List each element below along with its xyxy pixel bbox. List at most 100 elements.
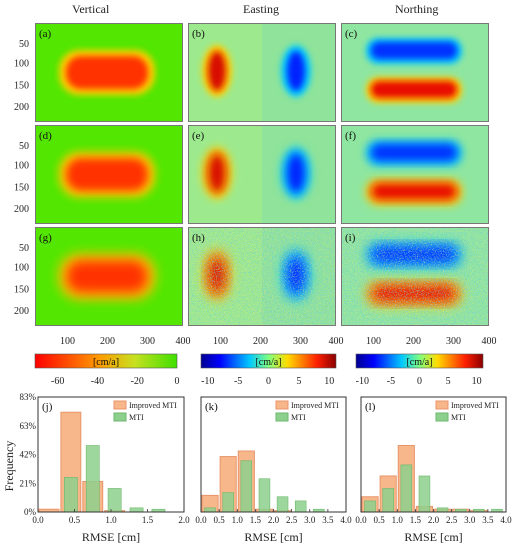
bar-mti bbox=[85, 445, 100, 513]
histogram-panel: 0.0 0.5 1.0 1.5 2.0 0% 21% 42% 63% 83% (j) Improved… bbox=[20, 392, 191, 544]
south-motion-lobe bbox=[371, 81, 457, 98]
x-tick-label: 200 bbox=[406, 336, 421, 347]
hist-x-tick: 2.5 bbox=[286, 515, 298, 525]
panel-label: (e) bbox=[192, 130, 205, 142]
map-panel: (c) bbox=[341, 23, 489, 122]
hist-x-tick: 0.5 bbox=[214, 515, 226, 525]
bar-mti bbox=[204, 507, 216, 513]
y-axis-label-frequency: Frequency bbox=[2, 441, 16, 492]
y-tick-label: 50 bbox=[19, 243, 29, 254]
colorbar-tick: -10 bbox=[356, 376, 369, 387]
map-panel: (b) bbox=[188, 23, 336, 122]
east-motion-lobe bbox=[287, 51, 305, 91]
hist-x-tick: 0.5 bbox=[374, 515, 386, 525]
hist-x-tick: 4.0 bbox=[500, 515, 512, 525]
colorbar-tick: -60 bbox=[51, 376, 64, 387]
legend-label: MTI bbox=[129, 413, 144, 422]
panel-label: (c) bbox=[345, 28, 358, 40]
hist-x-tick: 2.5 bbox=[446, 515, 458, 525]
map-panel: (h) bbox=[188, 227, 336, 326]
y-tick-label: 150 bbox=[14, 284, 29, 295]
map-panel: (g) bbox=[35, 227, 183, 326]
x-axis-label: RMSE [cm] bbox=[244, 530, 302, 544]
colorbar-tick: 5 bbox=[446, 376, 451, 387]
y-tick-label: 150 bbox=[14, 80, 29, 91]
hist-y-tick: 83% bbox=[20, 392, 37, 402]
legend-swatch-improved-mti bbox=[275, 400, 289, 410]
east-motion-lobe bbox=[287, 153, 305, 193]
x-tick-label: 300 bbox=[446, 336, 461, 347]
hist-x-tick: 0.0 bbox=[32, 515, 44, 525]
panel-label: (b) bbox=[192, 28, 205, 40]
west-motion-lobe bbox=[208, 153, 226, 193]
y-tick-label: 100 bbox=[14, 161, 29, 172]
bar-mti bbox=[240, 460, 253, 513]
y-tick-label: 50 bbox=[19, 39, 29, 50]
panel-label: (l) bbox=[365, 401, 376, 413]
legend-label: MTI bbox=[291, 413, 306, 422]
bar-mti bbox=[364, 500, 376, 513]
bar-mti bbox=[294, 500, 307, 513]
hist-x-tick: 3.5 bbox=[482, 515, 494, 525]
hist-x-tick: 1.0 bbox=[105, 515, 117, 525]
x-axis-label: RMSE [cm] bbox=[404, 530, 462, 544]
panel-label: (f) bbox=[345, 130, 356, 142]
legend-label: Improved MTI bbox=[129, 401, 177, 410]
panel-label: (i) bbox=[345, 232, 356, 244]
west-motion-lobe bbox=[208, 51, 226, 91]
x-axis-label: RMSE [cm] bbox=[82, 530, 140, 544]
map-panel: (d) bbox=[35, 125, 183, 224]
hist-x-tick: 2.0 bbox=[178, 515, 190, 525]
bar-mti bbox=[258, 478, 271, 513]
deformation-map-grid: (a) (b) (c)(d) (e) (f)(g) (h) (i) 501001502005… bbox=[14, 23, 497, 387]
colorbar-tick: 10 bbox=[472, 376, 482, 387]
rmse-histograms: Frequency 0.0 0.5 1.0 1.5 2.0 0% 21% 42% 63% 83% (… bbox=[2, 392, 512, 544]
legend-label: Improved MTI bbox=[451, 401, 499, 410]
colorbar: [cm/a] -60 -40 -20 0 bbox=[34, 353, 180, 387]
south-motion-lobe bbox=[371, 183, 457, 200]
panel-label: (a) bbox=[39, 28, 52, 40]
y-tick-label: 200 bbox=[14, 204, 29, 215]
colorbar-unit: [cm/a] bbox=[255, 357, 281, 368]
hist-x-tick: 2.0 bbox=[428, 515, 440, 525]
x-tick-label: 300 bbox=[140, 336, 155, 347]
legend-swatch-mti bbox=[435, 412, 449, 422]
histogram-panel: 0.0 0.5 1.0 1.5 2.0 2.5 3.0 3.5 4.0 (l) Improved M… bbox=[355, 396, 512, 544]
subsidence-bowl bbox=[66, 56, 148, 89]
hist-y-tick: 63% bbox=[20, 421, 37, 431]
bar-mti bbox=[382, 488, 394, 513]
x-tick-label: 100 bbox=[60, 336, 75, 347]
hist-x-tick: 3.0 bbox=[304, 515, 316, 525]
hist-x-tick: 0.5 bbox=[69, 515, 81, 525]
bar-mti bbox=[400, 464, 413, 513]
colorbar: [cm/a] -10 -5 0 5 10 bbox=[356, 353, 484, 387]
y-tick-label: 150 bbox=[14, 182, 29, 193]
x-tick-label: 400 bbox=[482, 336, 497, 347]
hist-x-tick: 2.0 bbox=[268, 515, 280, 525]
histogram-panel: 0.0 0.5 1.0 1.5 2.0 2.5 3.0 3.5 4.0 (k) Improved M… bbox=[195, 396, 352, 544]
y-tick-label: 200 bbox=[14, 306, 29, 317]
panel-label: (g) bbox=[39, 232, 52, 244]
hist-x-tick: 1.0 bbox=[392, 515, 404, 525]
colorbar-tick: -40 bbox=[91, 376, 104, 387]
hist-y-tick: 0% bbox=[24, 507, 37, 517]
bar-mti bbox=[222, 492, 234, 513]
colorbar-tick: 0 bbox=[175, 376, 180, 387]
north-motion-lobe bbox=[371, 144, 457, 161]
hist-x-tick: 1.5 bbox=[250, 515, 262, 525]
bar-mti bbox=[107, 488, 122, 513]
y-tick-label: 50 bbox=[19, 141, 29, 152]
x-tick-label: 100 bbox=[213, 336, 228, 347]
bar-mti bbox=[418, 475, 431, 513]
subsidence-bowl bbox=[66, 260, 148, 293]
colorbar-tick: 5 bbox=[296, 376, 301, 387]
legend-label: Improved MTI bbox=[291, 401, 339, 410]
bar-mti bbox=[129, 507, 144, 513]
legend-label: MTI bbox=[451, 413, 466, 422]
hist-x-tick: 1.5 bbox=[142, 515, 154, 525]
hist-x-tick: 1.5 bbox=[410, 515, 422, 525]
legend-swatch-mti bbox=[113, 412, 127, 422]
legend-swatch-improved-mti bbox=[113, 400, 127, 410]
colorbar-tick: 10 bbox=[324, 376, 334, 387]
bar-mti bbox=[276, 496, 289, 513]
